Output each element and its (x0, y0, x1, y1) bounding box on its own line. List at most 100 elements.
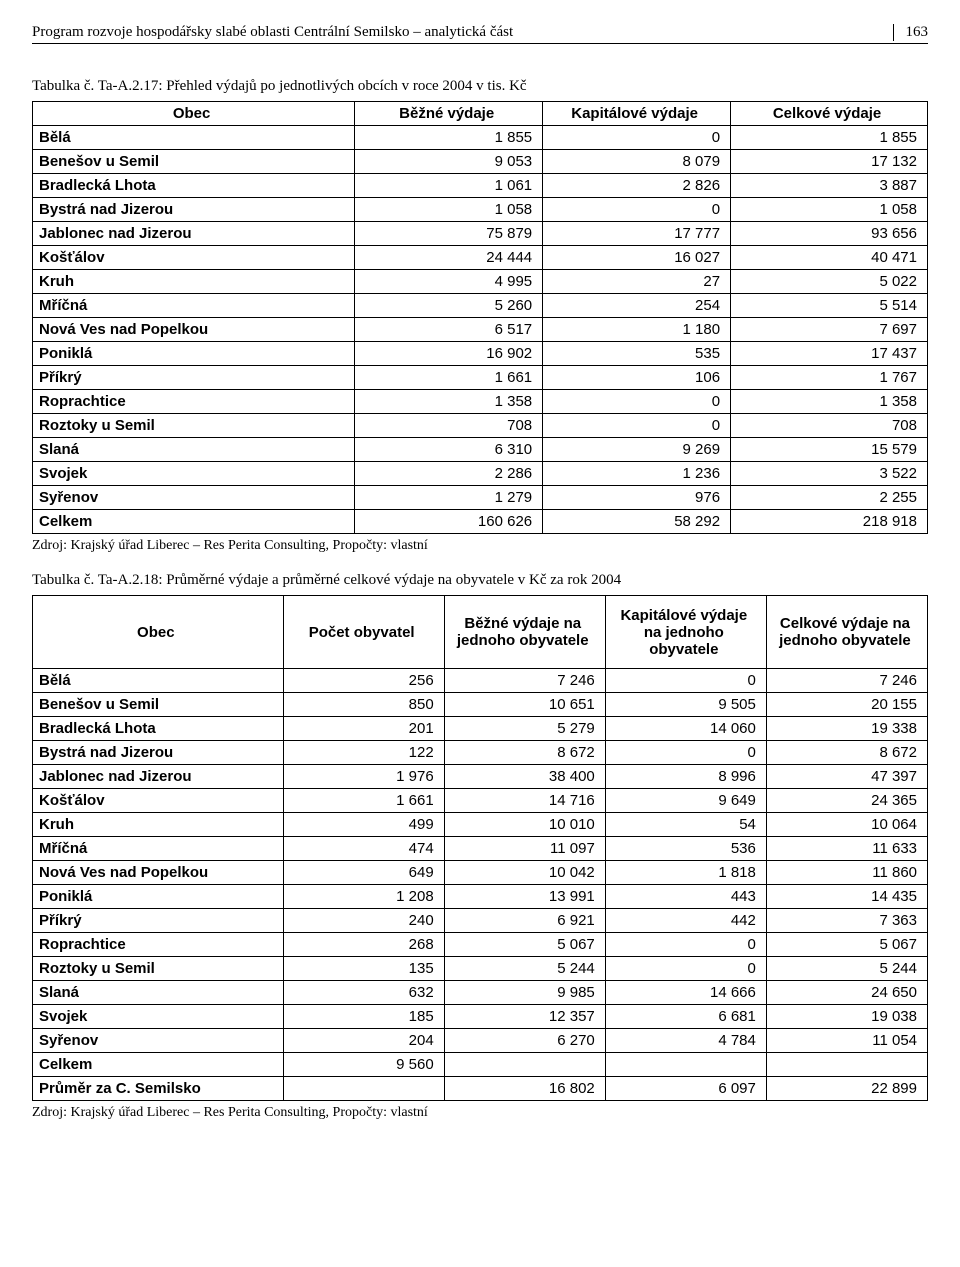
header-separator (893, 24, 894, 41)
cell-value: 3 887 (731, 174, 928, 198)
row-label: Kruh (33, 270, 355, 294)
cell-value: 16 802 (444, 1077, 605, 1101)
table-row: Příkrý1 6611061 767 (33, 366, 928, 390)
row-label: Nová Ves nad Popelkou (33, 318, 355, 342)
cell-value: 6 310 (355, 438, 543, 462)
cell-value: 6 517 (355, 318, 543, 342)
cell-value (605, 1053, 766, 1077)
row-label: Slaná (33, 981, 284, 1005)
table-row: Košťálov1 66114 7169 64924 365 (33, 789, 928, 813)
cell-value: 2 286 (355, 462, 543, 486)
cell-value: 106 (543, 366, 731, 390)
row-label: Nová Ves nad Popelkou (33, 861, 284, 885)
table-row: Roprachtice2685 06705 067 (33, 933, 928, 957)
table-row: Jablonec nad Jizerou75 87917 77793 656 (33, 222, 928, 246)
row-label: Kruh (33, 813, 284, 837)
column-header: Obec (33, 596, 284, 669)
cell-value: 5 067 (444, 933, 605, 957)
page-number: 163 (902, 24, 929, 41)
cell-value: 75 879 (355, 222, 543, 246)
cell-value: 976 (543, 486, 731, 510)
cell-value: 1 767 (731, 366, 928, 390)
cell-value: 708 (355, 414, 543, 438)
cell-value: 135 (283, 957, 444, 981)
row-label: Syřenov (33, 486, 355, 510)
cell-value: 1 236 (543, 462, 731, 486)
expenditures-table: ObecBěžné výdajeKapitálové výdajeCelkové… (32, 101, 928, 534)
cell-value: 24 650 (766, 981, 927, 1005)
column-header: Celkové výdaje (731, 102, 928, 126)
table-row: Benešov u Semil85010 6519 50520 155 (33, 693, 928, 717)
cell-value: 268 (283, 933, 444, 957)
cell-value: 10 064 (766, 813, 927, 837)
cell-value: 11 097 (444, 837, 605, 861)
column-header: Počet obyvatel (283, 596, 444, 669)
cell-value: 9 985 (444, 981, 605, 1005)
row-label: Slaná (33, 438, 355, 462)
cell-value: 201 (283, 717, 444, 741)
cell-value: 1 279 (355, 486, 543, 510)
cell-value: 9 560 (283, 1053, 444, 1077)
cell-value: 10 010 (444, 813, 605, 837)
cell-value: 1 661 (355, 366, 543, 390)
header-title: Program rozvoje hospodářsky slabé oblast… (32, 24, 889, 41)
table-row: Košťálov24 44416 02740 471 (33, 246, 928, 270)
cell-value: 5 260 (355, 294, 543, 318)
cell-value: 14 666 (605, 981, 766, 1005)
cell-value: 19 338 (766, 717, 927, 741)
cell-value: 2 255 (731, 486, 928, 510)
row-label: Roprachtice (33, 390, 355, 414)
cell-value: 7 246 (766, 669, 927, 693)
table-row: Syřenov1 2799762 255 (33, 486, 928, 510)
table-row: Bradlecká Lhota2015 27914 06019 338 (33, 717, 928, 741)
table-row: Syřenov2046 2704 78411 054 (33, 1029, 928, 1053)
table-row: Bělá2567 24607 246 (33, 669, 928, 693)
row-label: Celkem (33, 1053, 284, 1077)
table-row: Slaná6 3109 26915 579 (33, 438, 928, 462)
cell-value: 7 363 (766, 909, 927, 933)
cell-value: 16 902 (355, 342, 543, 366)
table-row: Průměr za C. Semilsko16 8026 09722 899 (33, 1077, 928, 1101)
table-row: Nová Ves nad Popelkou6 5171 1807 697 (33, 318, 928, 342)
row-label: Bystrá nad Jizerou (33, 741, 284, 765)
row-label: Příkrý (33, 366, 355, 390)
cell-value: 256 (283, 669, 444, 693)
cell-value: 1 661 (283, 789, 444, 813)
table-row: Roprachtice1 35801 358 (33, 390, 928, 414)
row-label: Příkrý (33, 909, 284, 933)
cell-value: 5 244 (766, 957, 927, 981)
cell-value: 443 (605, 885, 766, 909)
table-row: Roztoky u Semil1355 24405 244 (33, 957, 928, 981)
cell-value: 204 (283, 1029, 444, 1053)
cell-value: 14 716 (444, 789, 605, 813)
cell-value: 47 397 (766, 765, 927, 789)
cell-value: 15 579 (731, 438, 928, 462)
table-row: Bradlecká Lhota1 0612 8263 887 (33, 174, 928, 198)
cell-value: 10 042 (444, 861, 605, 885)
table-row: Kruh4 995275 022 (33, 270, 928, 294)
cell-value: 0 (543, 414, 731, 438)
table-row: Svojek18512 3576 68119 038 (33, 1005, 928, 1029)
cell-value: 9 053 (355, 150, 543, 174)
per-capita-table: ObecPočet obyvatelBěžné výdaje na jednoh… (32, 595, 928, 1101)
cell-value: 4 995 (355, 270, 543, 294)
cell-value: 850 (283, 693, 444, 717)
cell-value: 1 818 (605, 861, 766, 885)
table2-source: Zdroj: Krajský úřad Liberec – Res Perita… (32, 1105, 928, 1121)
cell-value: 5 022 (731, 270, 928, 294)
cell-value: 10 651 (444, 693, 605, 717)
cell-value: 38 400 (444, 765, 605, 789)
cell-value: 13 991 (444, 885, 605, 909)
cell-value: 1 208 (283, 885, 444, 909)
row-label: Poniklá (33, 885, 284, 909)
cell-value: 632 (283, 981, 444, 1005)
cell-value: 9 269 (543, 438, 731, 462)
cell-value: 54 (605, 813, 766, 837)
cell-value: 708 (731, 414, 928, 438)
cell-value: 1 358 (355, 390, 543, 414)
column-header: Běžné výdaje na jednoho obyvatele (444, 596, 605, 669)
cell-value: 4 784 (605, 1029, 766, 1053)
cell-value: 1 180 (543, 318, 731, 342)
cell-value: 536 (605, 837, 766, 861)
cell-value: 2 826 (543, 174, 731, 198)
